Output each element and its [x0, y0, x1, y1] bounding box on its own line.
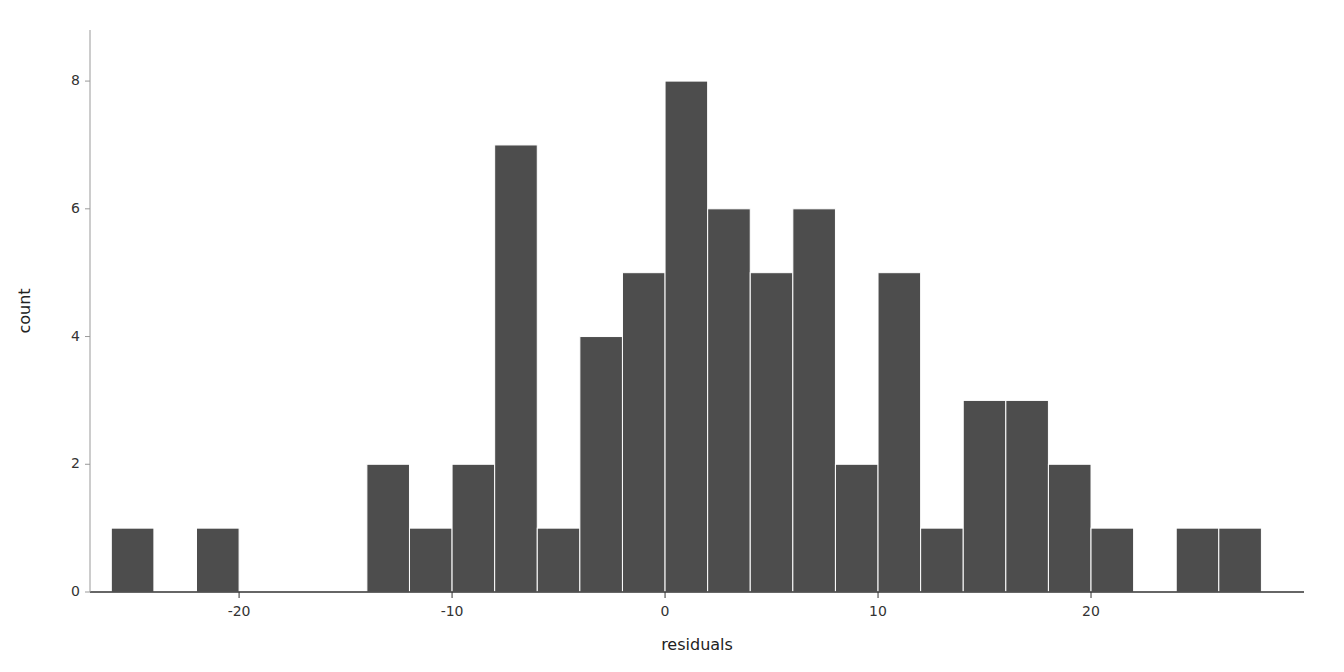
histogram-bar [1091, 528, 1134, 592]
x-tick [452, 592, 453, 598]
y-tick [85, 592, 90, 593]
x-tick-label: 10 [869, 603, 887, 619]
chart: -20 -10 0 10 20 0 2 4 6 8 residuals count [0, 0, 1344, 672]
x-tick [665, 592, 666, 598]
histogram-bar [1048, 464, 1091, 592]
y-axis-line [90, 30, 91, 592]
histogram-bar [367, 464, 410, 592]
axes: -20 -10 0 10 20 0 2 4 6 8 [71, 30, 1304, 619]
y-tick [85, 336, 90, 337]
y-axis-label: count [15, 288, 34, 333]
x-axis-label: residuals [661, 635, 733, 654]
histogram-bar [963, 400, 1006, 592]
histogram-bar [921, 528, 964, 592]
x-tick-label: 0 [661, 603, 670, 619]
histogram-bar [495, 145, 538, 592]
chart-container: -20 -10 0 10 20 0 2 4 6 8 residuals count [0, 0, 1344, 672]
histogram-bar [665, 81, 708, 592]
histogram-bar [835, 464, 878, 592]
y-tick-label: 6 [71, 200, 80, 216]
histogram-bar [878, 273, 921, 592]
y-tick-label: 8 [71, 72, 80, 88]
y-tick-label: 0 [71, 583, 80, 599]
histogram-bar [1219, 528, 1262, 592]
histogram-bar [793, 209, 836, 592]
x-tick [878, 592, 879, 598]
x-axis-line [90, 591, 1304, 593]
y-tick [85, 464, 90, 465]
y-tick [85, 208, 90, 209]
histogram-bar [111, 528, 154, 592]
x-tick-label: -20 [228, 603, 251, 619]
y-tick-label: 4 [71, 328, 80, 344]
x-tick-label: -10 [441, 603, 464, 619]
histogram-bar [1176, 528, 1219, 592]
histogram-bar [537, 528, 580, 592]
histogram-bar [580, 337, 623, 592]
bars [111, 81, 1261, 592]
histogram-bar [750, 273, 793, 592]
histogram-bar [409, 528, 452, 592]
histogram-bar [452, 464, 495, 592]
x-tick-label: 20 [1082, 603, 1100, 619]
histogram-bar [196, 528, 239, 592]
histogram-bar [622, 273, 665, 592]
y-tick-label: 2 [71, 455, 80, 471]
x-tick [239, 592, 240, 598]
x-tick [1091, 592, 1092, 598]
histogram-bar [708, 209, 751, 592]
histogram-bar [1006, 400, 1049, 592]
y-tick [85, 81, 90, 82]
